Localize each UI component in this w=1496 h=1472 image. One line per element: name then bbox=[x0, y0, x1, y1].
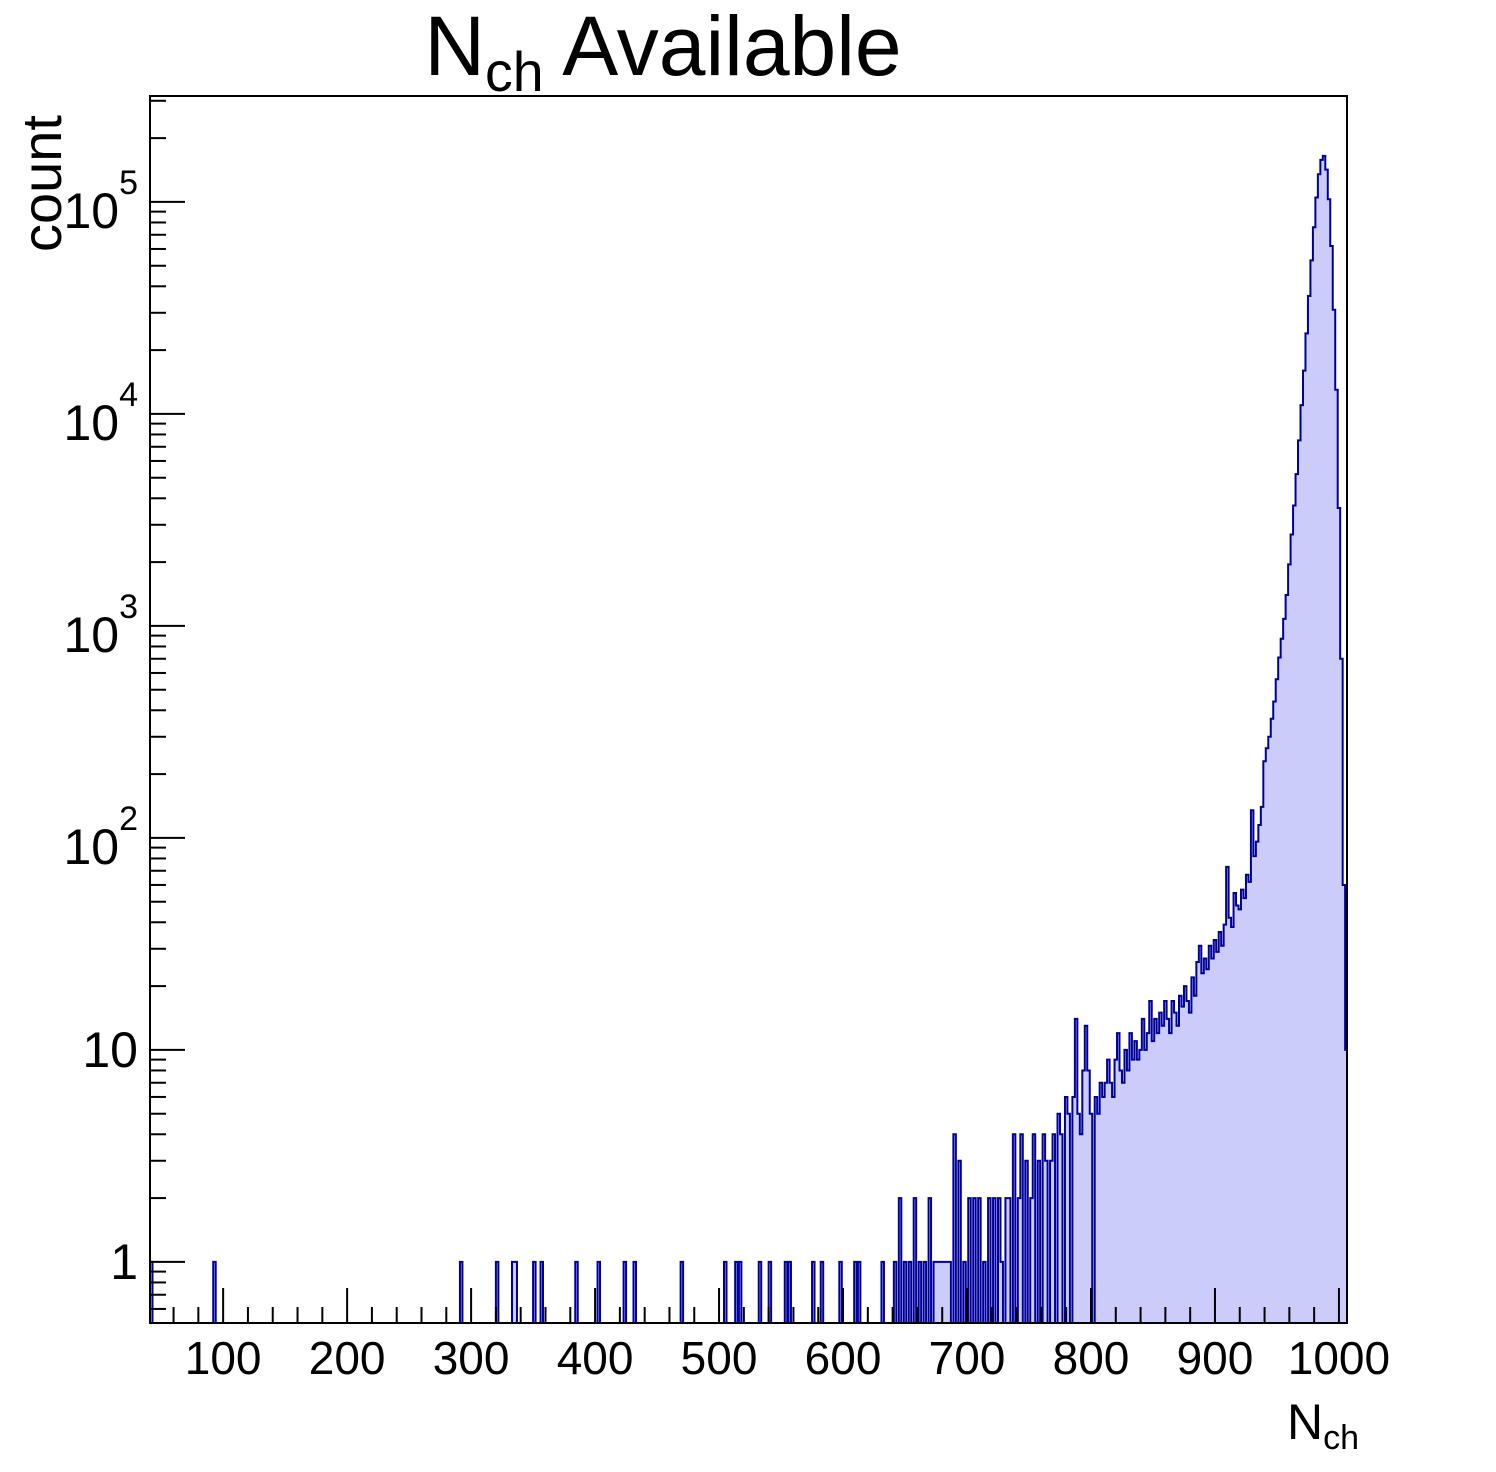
chart-title-prefix: N bbox=[424, 0, 486, 93]
x-tick-label: 100 bbox=[185, 1332, 262, 1384]
x-tick-label: 600 bbox=[805, 1332, 882, 1384]
y-tick-label: 105 bbox=[63, 164, 138, 239]
y-tick-label: 103 bbox=[63, 588, 138, 663]
x-axis-title-subscript: ch bbox=[1323, 1419, 1360, 1458]
chart-title-suffix: Available bbox=[543, 0, 902, 93]
x-axis-title-prefix: N bbox=[1287, 1394, 1324, 1450]
x-tick-label: 200 bbox=[309, 1332, 386, 1384]
x-tick-label: 700 bbox=[929, 1332, 1006, 1384]
x-tick-label: 400 bbox=[557, 1332, 634, 1384]
histogram-fill bbox=[150, 155, 1347, 1323]
y-tick-label: 104 bbox=[63, 376, 138, 451]
x-tick-label: 1000 bbox=[1288, 1332, 1390, 1384]
x-axis-title: Nch bbox=[1287, 1394, 1360, 1458]
x-tick-label: 500 bbox=[681, 1332, 758, 1384]
chart-title-subscript: ch bbox=[485, 40, 544, 103]
histogram-outline bbox=[150, 154, 1347, 1323]
chart-title: Nch Available bbox=[0, 0, 1326, 103]
y-tick-label: 10 bbox=[82, 1022, 138, 1078]
y-tick-label: 1 bbox=[110, 1234, 138, 1290]
x-tick-label: 800 bbox=[1053, 1332, 1130, 1384]
x-tick-label: 300 bbox=[433, 1332, 510, 1384]
x-tick-label: 900 bbox=[1177, 1332, 1254, 1384]
y-tick-label: 102 bbox=[63, 800, 138, 875]
